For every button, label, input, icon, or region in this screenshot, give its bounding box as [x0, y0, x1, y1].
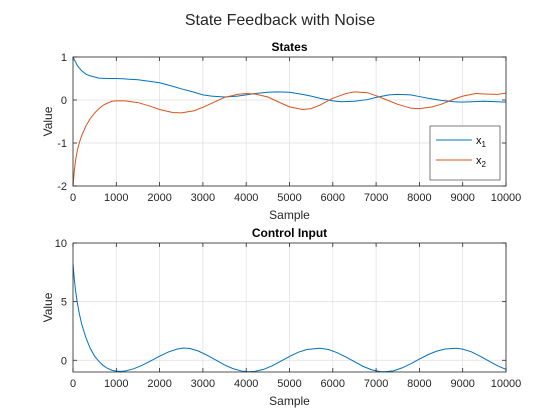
states-axes-title: States — [271, 40, 307, 54]
states-legend-label-2: x2 — [476, 155, 487, 169]
control-x-tick-label: 5000 — [277, 378, 301, 390]
states-y-tick-label: -1 — [57, 138, 67, 150]
control-x-tick-label: 0 — [70, 378, 76, 390]
control-y-axis-label: Value — [41, 292, 55, 322]
control-input-axes: 0 1000 2000 3000 4000 5000 6000 7000 8000 9000 100… — [41, 226, 521, 408]
states-legend-box — [429, 125, 501, 181]
states-y-tick-label: -2 — [57, 181, 67, 193]
states-x-tick-label: 8000 — [407, 192, 431, 204]
control-y-tick-label: 0 — [61, 355, 67, 367]
states-x-axis-label: Sample — [269, 208, 310, 222]
states-x-tick-label: 7000 — [364, 192, 388, 204]
control-x-axis-label: Sample — [269, 394, 310, 408]
control-y-tick-label: 10 — [55, 238, 67, 250]
states-x-tick-label: 1000 — [104, 192, 128, 204]
states-x-tick-label: 3000 — [191, 192, 215, 204]
control-y-tick-label: 5 — [61, 297, 67, 309]
control-x-tick-label: 3000 — [191, 378, 215, 390]
states-legend-subscript-2: 2 — [482, 160, 487, 169]
states-legend: x1 x2 — [429, 125, 501, 181]
control-x-tick-label: 8000 — [407, 378, 431, 390]
states-x-tick-label: 4000 — [234, 192, 258, 204]
control-x-tick-label: 4000 — [234, 378, 258, 390]
states-series-line-2 — [73, 91, 506, 186]
states-legend-subscript-1: 1 — [482, 140, 487, 149]
states-x-tick-label: 10000 — [491, 192, 522, 204]
states-x-tick-label: 2000 — [147, 192, 171, 204]
control-x-tick-label: 2000 — [147, 378, 171, 390]
control-x-tick-label: 9000 — [450, 378, 474, 390]
states-series-line-1 — [73, 57, 506, 103]
control-x-tick-label: 6000 — [321, 378, 345, 390]
states-x-tick-label: 0 — [70, 192, 76, 204]
control-axes-title: Control Input — [252, 226, 327, 240]
states-y-tick-label: 0 — [61, 95, 67, 107]
states-x-tick-label: 6000 — [321, 192, 345, 204]
control-x-tick-label: 10000 — [491, 378, 522, 390]
states-y-tick-label: 1 — [61, 52, 67, 64]
states-legend-label-1: x1 — [476, 135, 487, 149]
states-x-tick-label: 5000 — [277, 192, 301, 204]
figure-title: State Feedback with Noise — [185, 12, 375, 29]
states-y-axis-label: Value — [41, 106, 55, 136]
states-axes: 0 1000 2000 3000 4000 5000 6000 7000 8000 9000 100… — [41, 40, 521, 222]
states-x-tick-label: 9000 — [450, 192, 474, 204]
control-x-tick-label: 7000 — [364, 378, 388, 390]
control-x-tick-label: 1000 — [104, 378, 128, 390]
